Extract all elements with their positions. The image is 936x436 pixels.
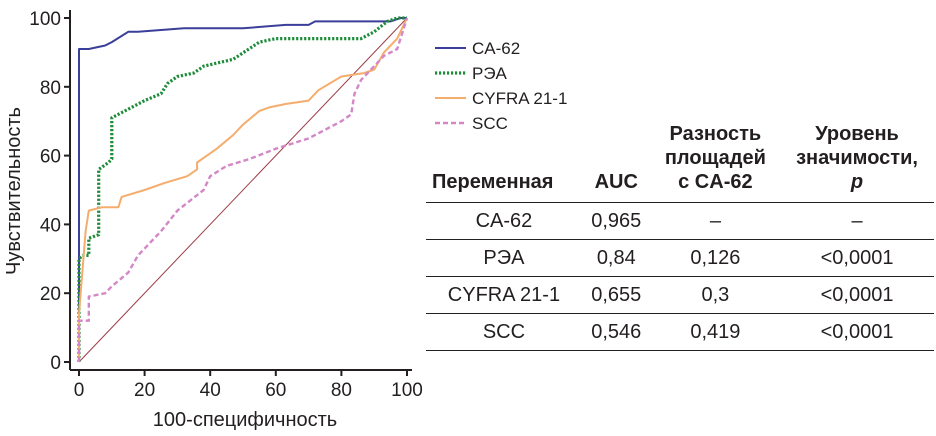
cell-difference: 0,419 xyxy=(650,313,781,351)
cell-difference: 0,126 xyxy=(650,239,781,277)
legend-label-рэа: РЭА xyxy=(472,64,508,83)
cell-p-value: <0,0001 xyxy=(780,276,934,314)
header-significance-line3: p xyxy=(850,171,864,193)
axes xyxy=(69,10,412,371)
y-tick-label: 40 xyxy=(40,215,61,236)
x-tick-label: 0 xyxy=(74,380,85,401)
cell-p-value: <0,0001 xyxy=(780,239,934,277)
reference-diagonal-line xyxy=(78,17,408,363)
series-line-рэа xyxy=(77,16,407,362)
cell-difference: 0,3 xyxy=(650,276,781,314)
cell-auc: 0,655 xyxy=(581,276,651,314)
table-row: CYFRA 21-1 0,655 0,3 <0,0001 xyxy=(426,276,934,314)
table-row: SCC 0,546 0,419 <0,0001 xyxy=(426,313,934,351)
x-tick-label: 80 xyxy=(331,380,352,401)
x-tick-label: 40 xyxy=(200,380,221,401)
cell-difference: – xyxy=(650,202,781,240)
table-row: РЭА 0,84 0,126 <0,0001 xyxy=(426,239,934,277)
y-tick-label: 100 xyxy=(29,9,61,30)
cell-variable: CA-62 xyxy=(426,202,582,240)
table-row: CA-62 0,965 – – xyxy=(426,202,934,240)
cell-variable: РЭА xyxy=(426,239,582,277)
series-line-ca-62 xyxy=(78,17,407,362)
cell-p-value: <0,0001 xyxy=(780,313,934,351)
series-line-scc xyxy=(77,17,409,362)
header-area-difference-line3: с CA-62 xyxy=(678,171,753,193)
y-axis-label: Чувствительность xyxy=(3,107,25,275)
header-area-difference: Разность площадей с CA-62 xyxy=(650,122,781,203)
y-tick-label: 60 xyxy=(40,147,61,168)
y-tick-label: 80 xyxy=(40,78,61,99)
legend-label-ca-62: CA-62 xyxy=(472,39,520,58)
cell-variable: SCC xyxy=(426,313,582,351)
header-significance-line1: Уровень xyxy=(815,123,899,145)
header-auc: AUC xyxy=(581,122,651,203)
cell-variable: CYFRA 21-1 xyxy=(426,276,582,314)
plot-lines xyxy=(77,16,409,363)
legend-label-cyfra-21-1: CYFRA 21-1 xyxy=(472,89,567,108)
series-line-cyfra-21-1 xyxy=(78,17,408,362)
cell-auc: 0,84 xyxy=(581,239,651,277)
auc-comparison-table: Переменная AUC Разность площадей с CA-62… xyxy=(426,122,934,351)
header-significance: Уровень значимости, p xyxy=(780,122,934,203)
table-header-row: Переменная AUC Разность площадей с CA-62… xyxy=(426,122,934,203)
x-tick-label: 20 xyxy=(134,380,155,401)
cell-auc: 0,965 xyxy=(581,202,651,240)
header-area-difference-line1: Разность xyxy=(669,123,762,145)
y-tick-label: 0 xyxy=(50,353,61,374)
x-tick-label: 100 xyxy=(391,380,423,401)
header-area-difference-line2: площадей xyxy=(664,147,766,169)
x-tick-label: 60 xyxy=(265,380,286,401)
cell-p-value: – xyxy=(780,202,934,240)
header-significance-line2: значимости, xyxy=(796,147,918,169)
y-tick-label: 20 xyxy=(40,284,61,305)
x-axis-label: 100-специфичность xyxy=(153,409,337,431)
cell-auc: 0,546 xyxy=(581,313,651,351)
header-variable: Переменная xyxy=(426,122,582,203)
ticks: 0 20 40 60 80 100 0 20 40 60 80 100 xyxy=(29,9,423,401)
